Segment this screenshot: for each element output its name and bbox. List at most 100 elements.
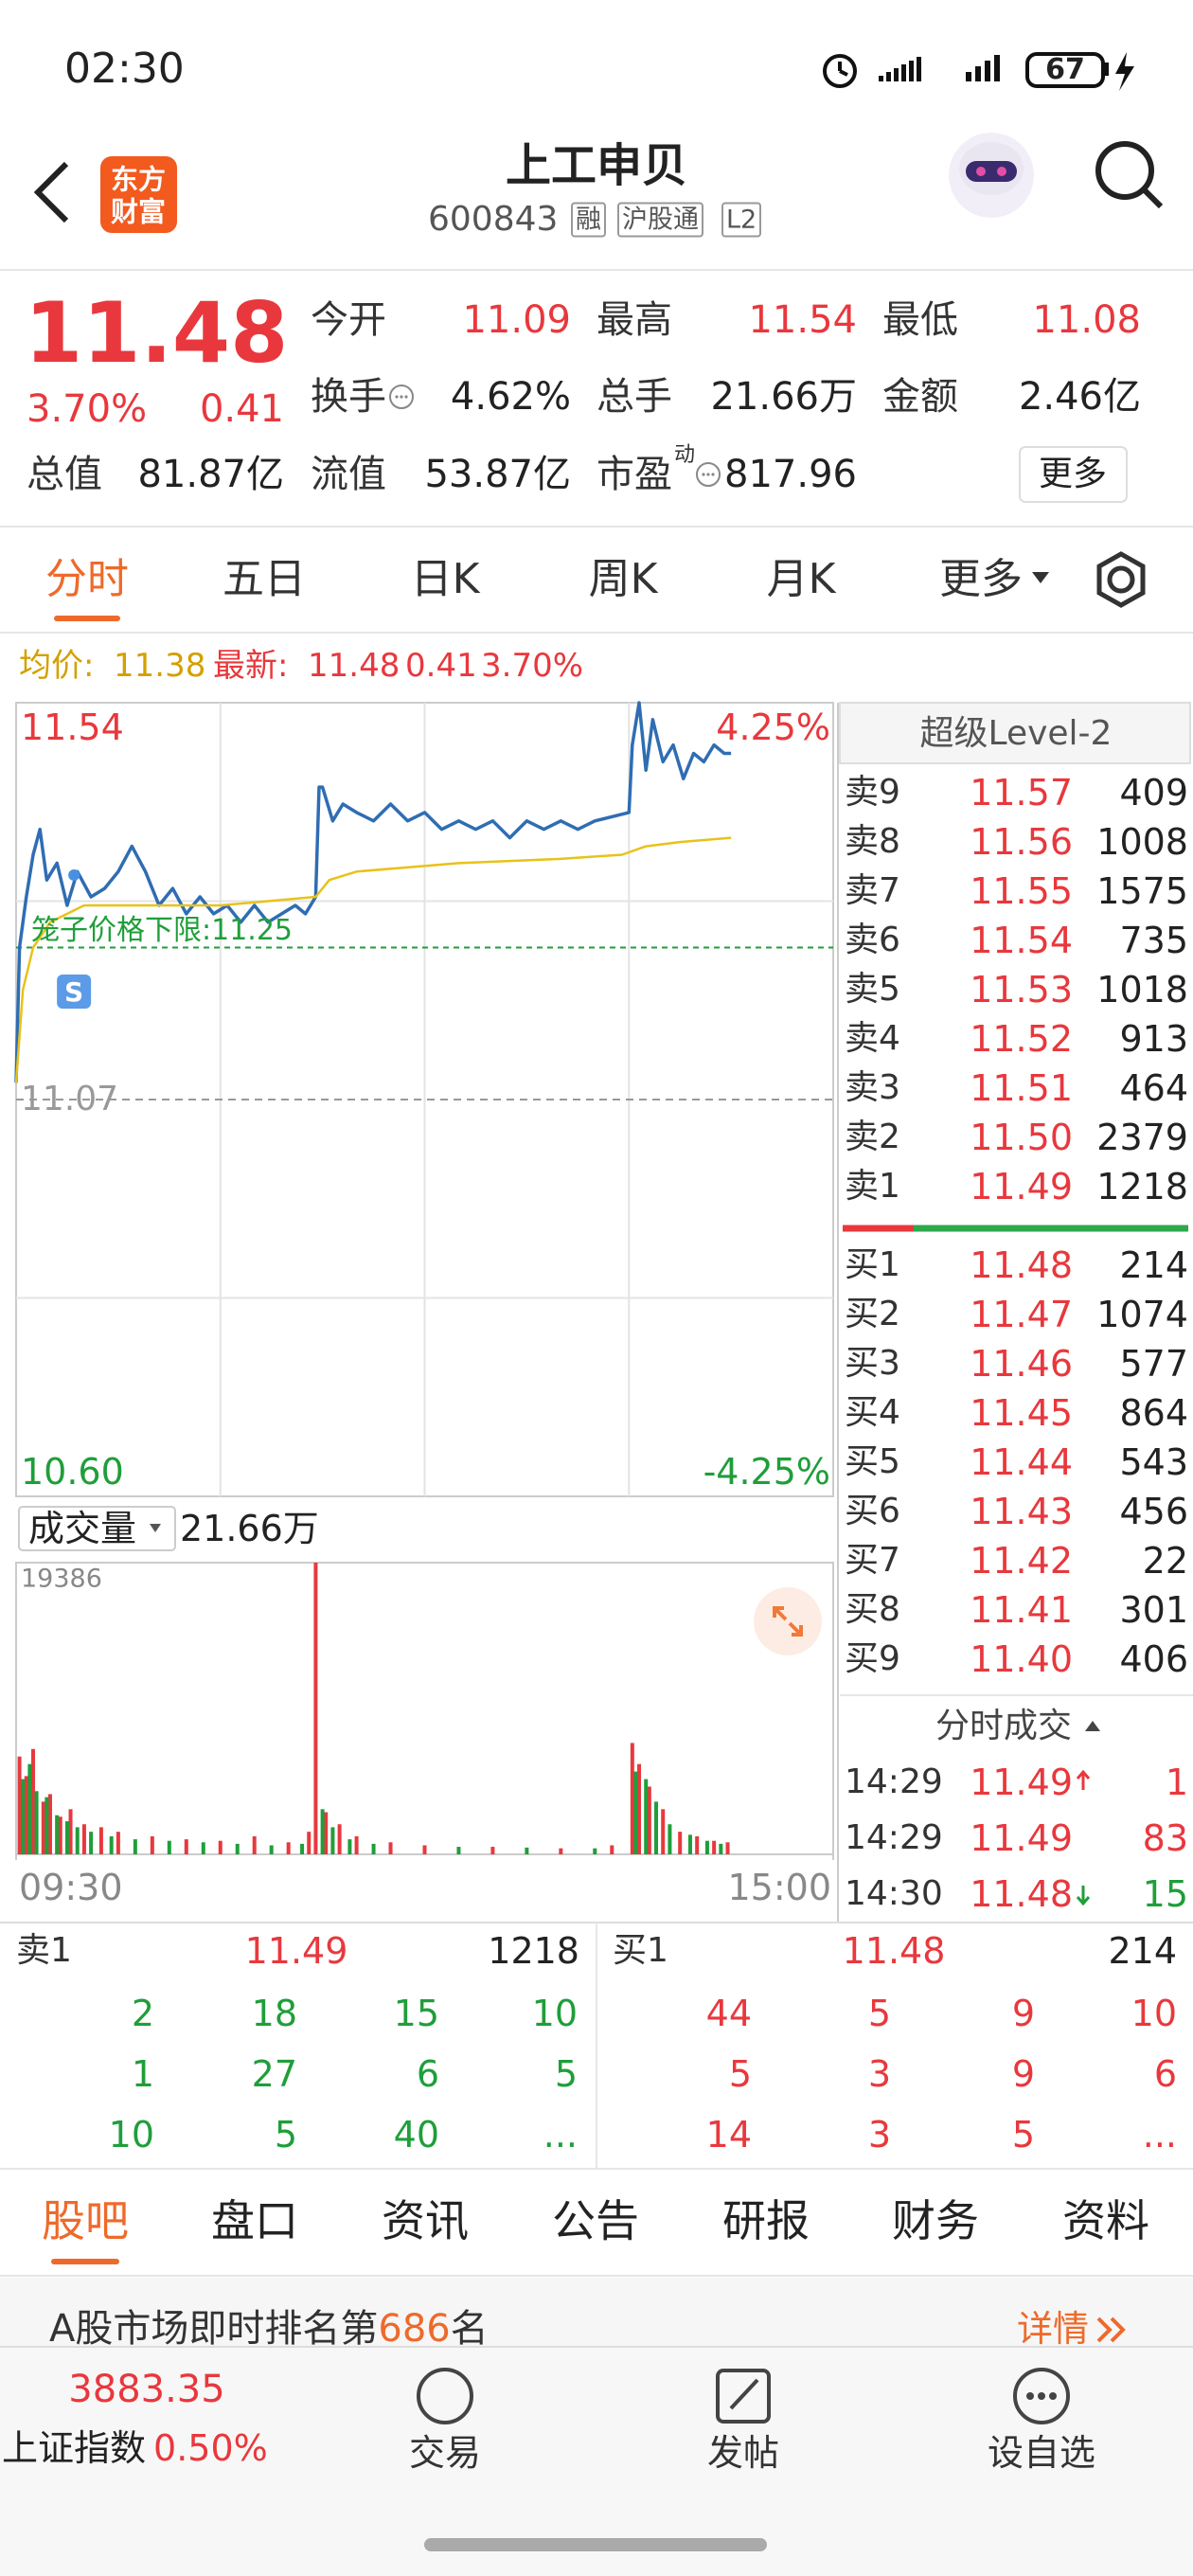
queue-order: 3 <box>867 2114 891 2156</box>
volume-bar <box>313 1563 318 1854</box>
search-button[interactable] <box>1095 141 1164 209</box>
volume-selector[interactable] <box>18 1506 176 1551</box>
section-tab[interactable]: 股吧 <box>42 2195 129 2246</box>
stat-value: 2.46亿 <box>1018 375 1141 419</box>
volume-bar <box>490 1847 495 1854</box>
trade-time: 14:30 <box>845 1874 943 1913</box>
trades-title[interactable]: 分时成交 <box>935 1707 1073 1745</box>
trade-price: 11.49 <box>970 1817 1073 1859</box>
home-indicator <box>424 2538 767 2551</box>
banner-link[interactable]: 详情 <box>1016 2308 1089 2350</box>
section-tab[interactable]: 财务 <box>892 2195 979 2246</box>
chart-tab[interactable]: 分时 <box>45 555 129 603</box>
chart-tab[interactable]: 月K <box>766 555 836 603</box>
nav-item[interactable]: 设自选 <box>987 2432 1096 2474</box>
volume-bar <box>116 1832 120 1854</box>
nav-item[interactable]: 交易 <box>408 2432 482 2474</box>
volume-bar <box>55 1815 60 1854</box>
expand-button[interactable] <box>754 1587 822 1655</box>
volume-bar <box>30 1748 35 1854</box>
queue-volume: 214 <box>1108 1930 1177 1972</box>
book-level: 买9 <box>845 1639 900 1678</box>
logo-text: 东方 <box>110 163 167 196</box>
app-logo <box>100 156 177 233</box>
index-name: 上证指数 <box>2 2427 147 2469</box>
level2-title: 超级Level-2 <box>919 714 1113 753</box>
stat-label: 今开 <box>311 298 386 342</box>
volume-bar <box>633 1771 638 1854</box>
book-price: 11.42 <box>970 1540 1073 1582</box>
queue-order: 6 <box>1153 2053 1177 2095</box>
nav-item[interactable]: 发帖 <box>706 2432 780 2474</box>
info-dot <box>706 473 710 476</box>
change-percent: 3.70% <box>27 387 148 431</box>
volume-bar <box>647 1786 651 1854</box>
volume-bar <box>41 1801 45 1854</box>
settings-button[interactable] <box>1096 551 1146 608</box>
status-icons <box>823 52 1134 91</box>
cage-limit-label: 笼子价格下限:11.25 <box>31 913 293 947</box>
stat-value: 11.08 <box>1032 298 1141 342</box>
chart-tab[interactable]: 五日 <box>223 555 306 603</box>
queue-order: 9 <box>1011 2053 1035 2095</box>
latest-pct: 3.70% <box>481 647 584 685</box>
y2-tick-label: -4.25% <box>703 1451 830 1493</box>
volume-bar <box>45 1797 49 1854</box>
avatar[interactable] <box>949 133 1034 218</box>
prev-close-label: 11.07 <box>21 1080 119 1118</box>
chart-tab[interactable]: 更多 <box>939 555 1023 603</box>
more-button[interactable] <box>1019 446 1128 503</box>
book-price: 11.50 <box>970 1117 1073 1158</box>
chart-tab[interactable]: 日K <box>410 555 480 603</box>
book-level: 卖1 <box>845 1167 900 1206</box>
collapse-arrow <box>1085 1721 1100 1731</box>
volume-bar <box>64 1821 69 1854</box>
book-volume: 577 <box>1119 1343 1188 1385</box>
volume-bar <box>630 1743 634 1854</box>
section-tab[interactable]: 资料 <box>1062 2195 1149 2246</box>
trade-price: 11.49 <box>970 1762 1073 1803</box>
queue-order: 18 <box>251 1993 297 2034</box>
section-tab[interactable]: 研报 <box>722 2195 810 2246</box>
info-icon <box>389 385 414 409</box>
avg-label: 均价: <box>19 647 95 685</box>
volume-bar <box>593 1848 597 1854</box>
y-tick-label: 11.54 <box>21 707 124 748</box>
book-volume: 456 <box>1119 1491 1188 1532</box>
dropdown-arrow <box>1032 572 1049 583</box>
index-value: 3883.35 <box>68 2368 225 2411</box>
last-price: 11.48 <box>25 284 289 382</box>
book-price: 11.49 <box>970 1166 1073 1208</box>
expand-icon <box>773 1606 803 1637</box>
volume-bar <box>27 1763 32 1854</box>
book-volume: 2379 <box>1096 1117 1188 1158</box>
book-price: 11.45 <box>970 1392 1073 1434</box>
book-volume: 409 <box>1119 772 1188 814</box>
info-dot <box>711 473 715 476</box>
book-level: 卖2 <box>845 1118 900 1156</box>
book-level: 买8 <box>845 1590 900 1629</box>
section-tab[interactable]: 盘口 <box>211 2195 298 2246</box>
dropdown-arrow <box>150 1524 161 1532</box>
volume-bar <box>661 1809 666 1854</box>
back-button[interactable] <box>33 161 69 224</box>
chart-tab[interactable]: 周K <box>588 555 658 603</box>
volume-bar <box>337 1824 342 1854</box>
trade-volume: 15 <box>1142 1873 1188 1915</box>
y-tick-label: 10.60 <box>21 1451 124 1493</box>
volume-bar <box>307 1832 312 1854</box>
stat-value: 4.62% <box>450 375 571 419</box>
section-tab[interactable]: 资讯 <box>382 2195 469 2246</box>
book-price: 11.41 <box>970 1589 1073 1631</box>
volume-bar <box>422 1845 427 1854</box>
trade-arrow <box>1076 1886 1091 1906</box>
stock-code: 600843 <box>428 200 559 239</box>
book-price: 11.54 <box>970 920 1073 961</box>
volume-bar <box>525 1847 529 1854</box>
volume-bar <box>68 1809 73 1854</box>
book-volume: 735 <box>1119 920 1188 961</box>
latest-change: 0.41 <box>405 647 477 685</box>
more-button-label[interactable]: 更多 <box>1038 455 1108 493</box>
section-tab[interactable]: 公告 <box>552 2195 639 2246</box>
trade-price: 11.48 <box>970 1873 1073 1915</box>
